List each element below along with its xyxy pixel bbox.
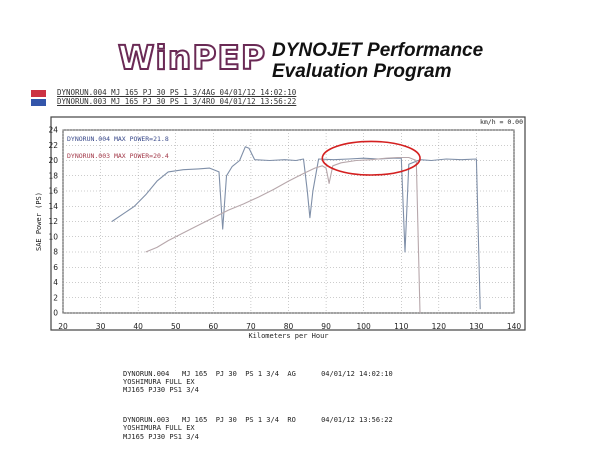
y-tick-label: 10 [48, 232, 58, 241]
run-detail-line: DYNORUN.003 MJ 165 PJ 30 PS 1 3/4 RO 04/… [123, 416, 393, 425]
x-tick-label: 70 [246, 322, 256, 331]
x-tick-label: 110 [394, 322, 409, 331]
y-tick-label: 16 [48, 187, 58, 196]
chart-outer-frame [50, 116, 526, 331]
logo-text: WinPEP [117, 37, 267, 78]
run-list-text: DYNORUN.003 MJ 165 PJ 30 PS 1 3/4RO 04/0… [57, 97, 297, 106]
grid-lines [62, 129, 515, 314]
y-tick-label: 22 [48, 141, 58, 150]
y-tick-label: 2 [53, 293, 58, 302]
series-line-dynorun-004 [111, 146, 481, 310]
kmh-readout: km/h = 0.00 [480, 118, 523, 126]
y-tick-label: 24 [48, 126, 58, 135]
x-tick-label: 90 [321, 322, 331, 331]
run-detail-block: DYNORUN.003 MJ 165 PJ 30 PS 1 3/4 RO 04/… [123, 416, 393, 441]
title-line-2: Evaluation Program [272, 61, 452, 82]
y-tick-label: 6 [53, 263, 58, 272]
y-tick-label: 8 [53, 248, 58, 257]
y-tick-label: 20 [48, 156, 58, 165]
highlight-ellipse [321, 140, 421, 176]
x-tick-label: 30 [96, 322, 106, 331]
x-tick-labels: 20 30 40 50 60 70 80 90 100 110 120 130 140 [58, 322, 521, 331]
y-tick-label: 12 [48, 217, 58, 226]
run-color-swatch [31, 99, 46, 106]
x-tick-label: 40 [133, 322, 143, 331]
y-tick-label: 14 [48, 202, 58, 211]
x-tick-label: 60 [209, 322, 219, 331]
run-detail-line: DYNORUN.004 MJ 165 PJ 30 PS 1 3/4 AG 04/… [123, 369, 393, 378]
x-tick-label: 100 [357, 322, 372, 331]
x-tick-label: 80 [284, 322, 294, 331]
title-line-1: DYNOJET Performance [272, 40, 484, 61]
winpep-logo: WinPEP [117, 37, 267, 80]
legend-run-003: DYNORUN.003 MAX POWER=20.4 [67, 152, 169, 160]
run-list-text: DYNORUN.004 MJ 165 PJ 30 PS 1 3/4AG 04/0… [57, 88, 297, 97]
run-details-footer: DYNORUN.004 MJ 165 PJ 30 PS 1 3/4 AG 04/… [123, 353, 393, 454]
annotation-group [321, 140, 421, 176]
program-title: DYNOJET Performance Evaluation Program [272, 40, 483, 82]
legend-run-004: DYNORUN.004 MAX POWER=21.8 [67, 135, 169, 143]
x-tick-label: 120 [432, 322, 447, 331]
run-detail-line: MJ165 PJ30 PS1 3/4 [123, 432, 199, 441]
y-axis-label: SAE Power (PS) [35, 192, 43, 251]
series-line-dynorun-003 [145, 156, 421, 314]
run-detail-line: MJ165 PJ30 PS1 3/4 [123, 386, 199, 395]
y-tick-label: 18 [48, 171, 58, 180]
x-tick-label: 130 [469, 322, 484, 331]
run-detail-line: YOSHIMURA FULL EX [123, 377, 195, 386]
x-tick-label: 20 [58, 322, 68, 331]
run-detail-line: YOSHIMURA FULL EX [123, 424, 195, 433]
y-tick-label: 0 [53, 309, 58, 318]
run-color-swatch [31, 90, 46, 97]
series-group [111, 146, 481, 314]
run-detail-block: DYNORUN.004 MJ 165 PJ 30 PS 1 3/4 AG 04/… [123, 370, 393, 395]
x-axis-label: Kilometers per Hour [248, 332, 328, 340]
x-tick-label: 140 [507, 322, 522, 331]
y-tick-label: 4 [53, 278, 58, 287]
x-tick-label: 50 [171, 322, 181, 331]
